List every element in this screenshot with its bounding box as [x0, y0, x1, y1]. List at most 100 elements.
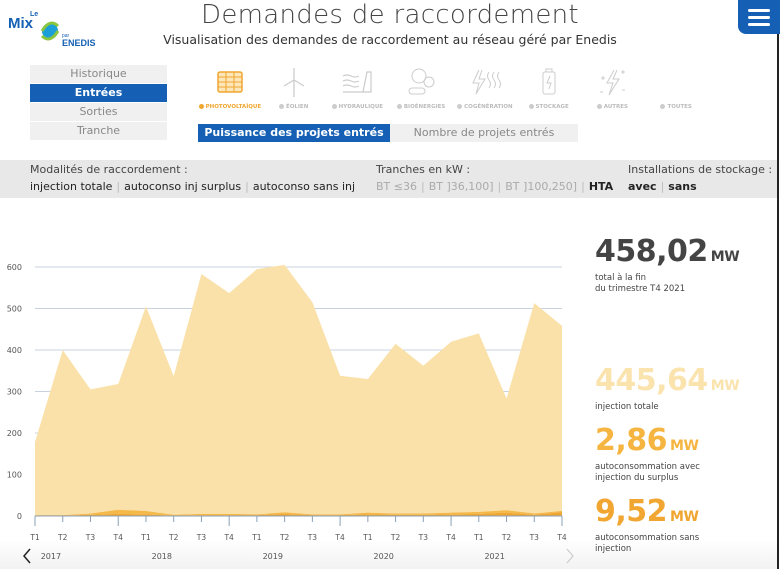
x-tick-label: T2 [57, 533, 68, 542]
x-tick-label: T4 [556, 533, 567, 542]
kpi-surplus: 2,86 MW [595, 425, 775, 462]
tab-puissance[interactable]: Puissance des projets entrés [198, 124, 390, 142]
option-injection-totale[interactable]: injection totale [30, 180, 113, 193]
kpi-value: 9,52 [595, 494, 668, 529]
energy-label: PHOTOVOLTAÏQUE [205, 104, 262, 110]
x-tick-label: T4 [445, 533, 456, 542]
energy-label: BIOÉNERGIES [403, 104, 446, 110]
kpi-caption: injection totale [595, 402, 659, 412]
energy-toutes[interactable]: TOUTES [644, 66, 708, 110]
biomass-icon [408, 68, 435, 95]
x-tick-label: T2 [501, 533, 512, 542]
battery-icon [542, 68, 556, 95]
kpi-caption: autoconsommation sans [595, 533, 700, 543]
svg-text:par: par [62, 33, 70, 39]
menu-item-entrees[interactable]: Entrées [30, 84, 167, 102]
kpi-unit: MW [710, 378, 740, 394]
option-bt-100-250[interactable]: BT ]100,250] [505, 180, 578, 193]
kpi-panel: 458,02 MW total à la fin du trimestre T4 … [595, 236, 775, 555]
menu-icon-bar [748, 22, 770, 26]
option-bt-36-100[interactable]: BT ]36,100] [428, 180, 494, 193]
energy-label: ÉOLIEN [285, 104, 309, 110]
year-label: 2020 [374, 552, 394, 561]
energy-label: HYDRAULIQUE [338, 104, 384, 110]
svg-text:Le: Le [30, 11, 38, 18]
hamburger-menu-button[interactable] [738, 0, 780, 34]
page-border [777, 34, 779, 569]
y-tick-label: 600 [7, 263, 22, 272]
y-tick-label: 400 [7, 346, 22, 355]
option-autoconso-sans-inj[interactable]: autoconso sans inj [252, 180, 356, 193]
energy-bioenergies[interactable]: BIOÉNERGIES [389, 66, 453, 110]
stacked-area-chart: 0 100 200 300 400 500 600 T1 T2 T3 T4 T1 T2 T3 T4 T1 T2 T… [7, 263, 574, 564]
x-tick-label: T3 [85, 533, 96, 542]
year-label: 2021 [484, 552, 504, 561]
kpi-caption: total à la fin [595, 273, 647, 283]
x-tick-label: T4 [223, 533, 234, 542]
kpi-injection: 445,64 MW [595, 365, 775, 402]
y-tick-label: 100 [7, 471, 22, 480]
metric-tabs: Puissance des projets entrés Nombre de p… [198, 124, 578, 142]
energy-autres[interactable]: AUTRES [581, 66, 645, 110]
filter-label: Tranches en kW : [376, 163, 471, 176]
kpi-total: 458,02 MW [595, 236, 775, 273]
x-tick-label: T2 [279, 533, 290, 542]
heat-icon [472, 69, 501, 95]
x-tick-label: T2 [390, 533, 401, 542]
y-tick-label: 200 [7, 429, 22, 438]
menu-item-tranche[interactable]: Tranche [30, 122, 167, 140]
tab-nombre[interactable]: Nombre de projets entrés [390, 124, 578, 142]
kpi-unit: MW [670, 509, 699, 525]
year-label: 2018 [152, 552, 172, 561]
svg-text:Mix: Mix [8, 15, 34, 32]
x-tick-label: T1 [473, 533, 484, 542]
solar-panel-icon [217, 71, 243, 93]
energy-label: AUTRES [603, 104, 628, 110]
chevron-left-icon[interactable] [23, 548, 31, 564]
y-tick-label: 300 [7, 388, 22, 397]
option-sans[interactable]: sans [668, 180, 697, 193]
kpi-caption: injection [595, 544, 632, 554]
energy-filter: PHOTOVOLTAÏQUE ÉOLIEN HYDRAULIQUE BIOÉNE… [198, 66, 708, 110]
page-subtitle: Visualisation des demandes de raccordeme… [163, 32, 617, 47]
x-tick-label: T1 [251, 533, 262, 542]
kpi-unit: MW [710, 249, 740, 265]
option-bt-36[interactable]: BT ≤36 [376, 180, 417, 193]
year-label: 2019 [263, 552, 283, 561]
x-tick-label: T1 [29, 533, 40, 542]
area-injection [35, 264, 562, 516]
y-tick-label: 0 [17, 512, 22, 521]
energy-stockage[interactable]: STOCKAGE [517, 66, 581, 110]
energy-cogeneration[interactable]: COGÉNÉRATION [453, 66, 517, 110]
option-autoconso-surplus[interactable]: autoconso inj surplus [124, 180, 242, 193]
option-avec[interactable]: avec [628, 180, 657, 193]
chevron-right-icon[interactable] [566, 548, 574, 564]
energy-eolien[interactable]: ÉOLIEN [262, 66, 326, 110]
area-sans_inj [35, 512, 562, 516]
wind-turbine-icon [283, 68, 304, 97]
menu-item-historique[interactable]: Historique [30, 65, 167, 83]
menu-icon-bar [748, 8, 770, 12]
x-tick-label: T3 [307, 533, 318, 542]
menu-item-sorties[interactable]: Sorties [30, 103, 167, 121]
kpi-value: 2,86 [595, 423, 668, 458]
timeline-strip [0, 540, 777, 569]
filter-label: Installations de stockage : [628, 163, 773, 176]
x-tick-label: T3 [418, 533, 429, 542]
kpi-caption: du trimestre T4 2021 [595, 284, 686, 294]
energy-label: STOCKAGE [535, 104, 569, 110]
dam-icon [343, 71, 372, 93]
x-tick-label: T1 [362, 533, 373, 542]
filter-tranches: Tranches en kW : BT ≤36 | BT ]36,100] | BT ]… [376, 163, 614, 193]
x-tick-label: T3 [529, 533, 540, 542]
year-label: 2017 [41, 552, 61, 561]
svg-text:ENEDIS: ENEDIS [62, 38, 96, 48]
x-tick-label: T4 [113, 533, 124, 542]
x-tick-label: T4 [334, 533, 345, 542]
energy-hydraulique[interactable]: HYDRAULIQUE [326, 66, 390, 110]
energy-label: TOUTES [667, 104, 692, 110]
kpi-value: 445,64 [595, 363, 708, 398]
option-hta[interactable]: HTA [588, 180, 614, 193]
energy-photovoltaique[interactable]: PHOTOVOLTAÏQUE [198, 66, 262, 110]
filter-label: Modalités de raccordement : [30, 163, 188, 176]
